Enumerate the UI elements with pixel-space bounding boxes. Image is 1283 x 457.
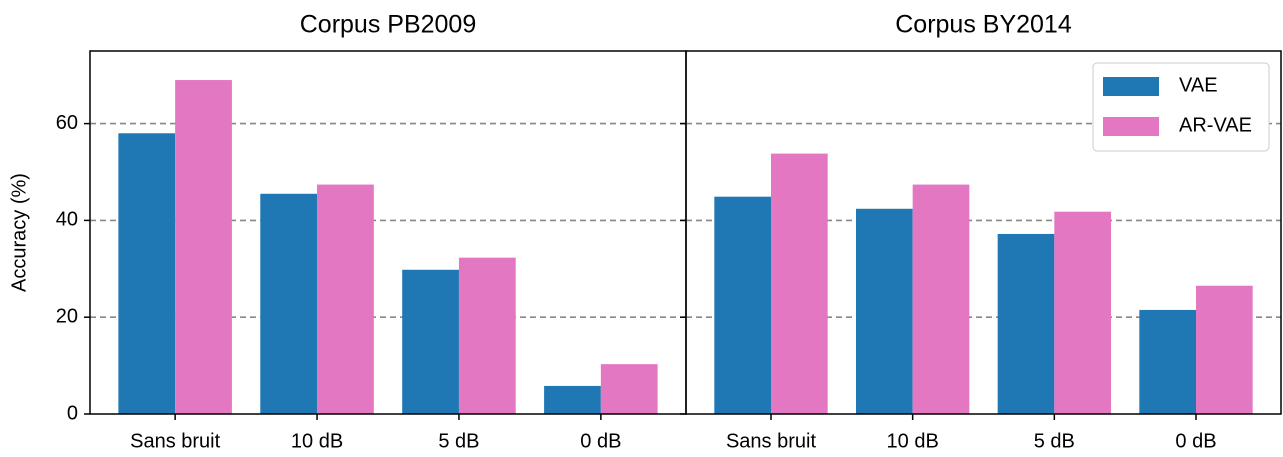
plot-frame [685,50,1282,415]
y-tick-label: 20 [56,305,78,327]
y-tick-label: 0 [67,402,78,424]
bar [317,184,374,414]
bar [1196,285,1253,414]
legend-swatch [1103,77,1159,96]
x-tick-label: Sans bruit [726,430,816,452]
bar [771,153,828,414]
bar [1054,211,1111,414]
bar [402,269,459,414]
bar [600,364,658,414]
x-tick-label: 0 dB [1175,430,1216,452]
bar [458,257,516,414]
y-tick-label: 40 [56,209,78,231]
chart-title: Corpus PB2009 [300,11,477,39]
x-tick-label: 10 dB [887,430,939,452]
bar [175,80,232,414]
bar [1139,309,1196,414]
legend-label: AR-VAE [1179,114,1252,136]
y-axis-label: Accuracy (%) [8,173,30,292]
legend-swatch [1103,117,1159,136]
chart-title: Corpus BY2014 [895,11,1072,39]
x-tick-label: 10 dB [291,430,343,452]
bar [856,208,913,414]
x-tick-label: 5 dB [438,430,479,452]
x-tick-label: Sans bruit [130,430,220,452]
x-tick-label: 5 dB [1034,430,1075,452]
bar [997,233,1055,414]
x-tick-label: 0 dB [580,430,621,452]
legend-label: VAE [1179,74,1218,96]
bar [714,196,771,414]
bar [118,133,176,414]
bar [912,184,970,414]
bar [544,385,601,414]
bar [260,193,318,414]
y-tick-label: 60 [56,112,78,134]
